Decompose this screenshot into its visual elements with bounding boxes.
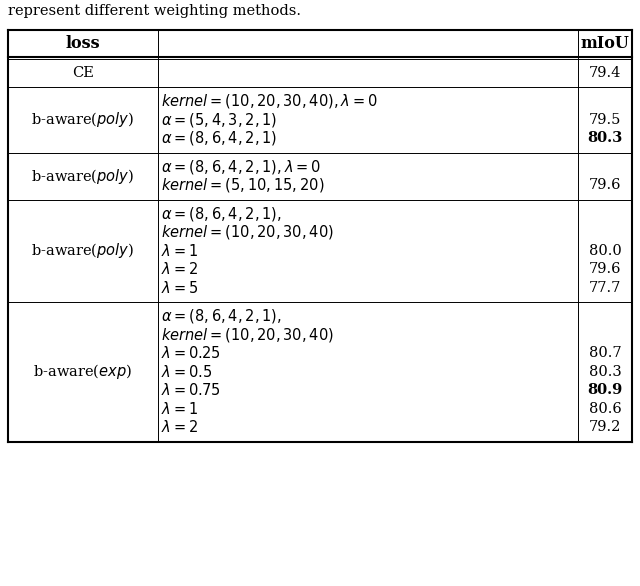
Text: $\lambda = 0.25$: $\lambda = 0.25$ <box>161 345 221 361</box>
Text: 79.4: 79.4 <box>589 66 621 80</box>
Text: loss: loss <box>66 35 100 52</box>
Text: $\alpha = (8, 6, 4, 2, 1),$: $\alpha = (8, 6, 4, 2, 1),$ <box>161 205 282 223</box>
Text: represent different weighting methods.: represent different weighting methods. <box>8 4 301 18</box>
Text: $kernel = (5, 10, 15, 20)$: $kernel = (5, 10, 15, 20)$ <box>161 176 324 194</box>
Text: $\alpha = (8, 6, 4, 2, 1),$: $\alpha = (8, 6, 4, 2, 1),$ <box>161 307 282 325</box>
Text: $\lambda = 1$: $\lambda = 1$ <box>161 401 198 417</box>
Text: 80.7: 80.7 <box>589 346 621 360</box>
Text: $\alpha = (8, 6, 4, 2, 1)$: $\alpha = (8, 6, 4, 2, 1)$ <box>161 130 277 147</box>
Text: $kernel = (10, 20, 30, 40), \lambda = 0$: $kernel = (10, 20, 30, 40), \lambda = 0$ <box>161 92 378 110</box>
Text: 79.2: 79.2 <box>589 420 621 434</box>
Text: b-aware($poly$): b-aware($poly$) <box>31 241 134 260</box>
Text: 80.0: 80.0 <box>589 244 621 258</box>
Text: $\lambda = 2$: $\lambda = 2$ <box>161 419 198 435</box>
Text: 79.6: 79.6 <box>589 178 621 192</box>
Text: 80.9: 80.9 <box>588 383 623 397</box>
Text: CE: CE <box>72 66 94 80</box>
Text: $\lambda = 0.5$: $\lambda = 0.5$ <box>161 364 212 380</box>
Text: $\alpha = (5, 4, 3, 2, 1)$: $\alpha = (5, 4, 3, 2, 1)$ <box>161 111 277 129</box>
Text: 77.7: 77.7 <box>589 281 621 295</box>
Text: $kernel = (10, 20, 30, 40)$: $kernel = (10, 20, 30, 40)$ <box>161 223 334 241</box>
Text: b-aware($poly$): b-aware($poly$) <box>31 166 134 186</box>
Text: 80.3: 80.3 <box>589 364 621 379</box>
Text: 79.5: 79.5 <box>589 113 621 127</box>
Text: 80.6: 80.6 <box>589 402 621 415</box>
Text: $\alpha = (8, 6, 4, 2, 1), \lambda = 0$: $\alpha = (8, 6, 4, 2, 1), \lambda = 0$ <box>161 158 321 176</box>
Text: 80.3: 80.3 <box>588 131 623 145</box>
Text: $\lambda = 2$: $\lambda = 2$ <box>161 261 198 277</box>
Text: $\lambda = 5$: $\lambda = 5$ <box>161 280 198 296</box>
Text: mIoU: mIoU <box>580 35 629 52</box>
Text: $kernel = (10, 20, 30, 40)$: $kernel = (10, 20, 30, 40)$ <box>161 326 334 344</box>
Text: $\lambda = 0.75$: $\lambda = 0.75$ <box>161 382 220 398</box>
Text: b-aware($poly$): b-aware($poly$) <box>31 110 134 130</box>
Text: $\lambda = 1$: $\lambda = 1$ <box>161 243 198 259</box>
Text: 79.6: 79.6 <box>589 263 621 276</box>
Text: b-aware($exp$): b-aware($exp$) <box>33 362 132 381</box>
